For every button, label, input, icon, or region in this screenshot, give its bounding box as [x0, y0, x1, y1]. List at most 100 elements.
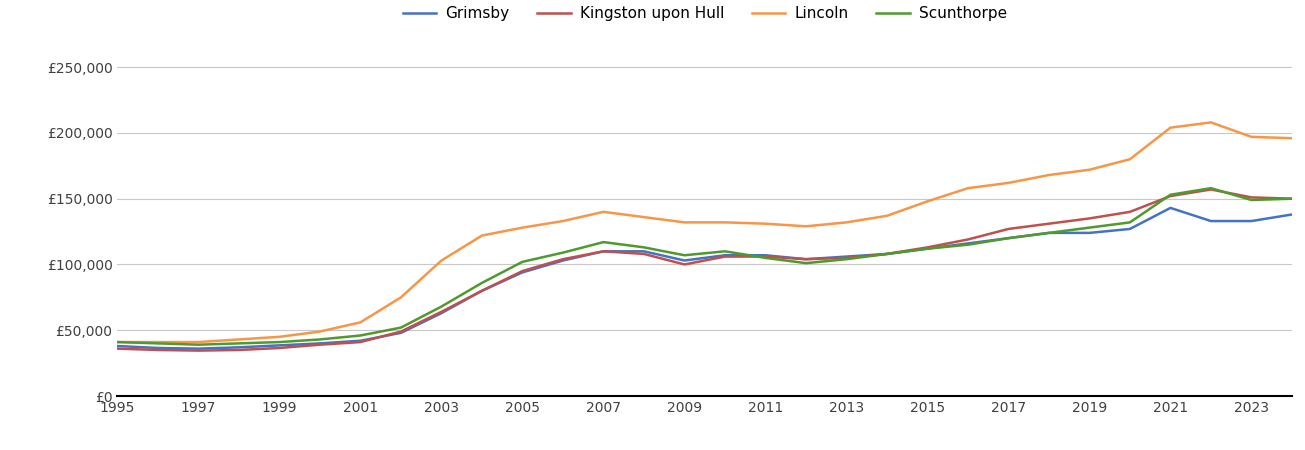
Lincoln — [433, 258, 449, 263]
Grimsby — [880, 251, 895, 256]
Grimsby — [1203, 218, 1219, 224]
Lincoln — [1244, 134, 1259, 140]
Grimsby — [758, 252, 774, 258]
Kingston upon Hull — [433, 309, 449, 315]
Lincoln — [920, 198, 936, 204]
Scunthorpe — [758, 255, 774, 261]
Lincoln — [718, 220, 733, 225]
Kingston upon Hull — [555, 256, 570, 262]
Kingston upon Hull — [514, 268, 530, 274]
Lincoln — [555, 218, 570, 224]
Kingston upon Hull — [920, 245, 936, 250]
Scunthorpe — [231, 341, 247, 346]
Scunthorpe — [960, 242, 976, 248]
Scunthorpe — [636, 245, 651, 250]
Lincoln — [636, 214, 651, 220]
Grimsby — [1041, 230, 1057, 236]
Kingston upon Hull — [110, 346, 125, 351]
Kingston upon Hull — [393, 329, 408, 334]
Lincoln — [839, 220, 855, 225]
Lincoln — [799, 224, 814, 229]
Lincoln — [1163, 125, 1178, 130]
Kingston upon Hull — [799, 256, 814, 262]
Grimsby — [231, 345, 247, 350]
Line: Lincoln: Lincoln — [117, 122, 1292, 342]
Grimsby — [595, 248, 611, 254]
Grimsby — [312, 341, 328, 346]
Grimsby — [433, 310, 449, 316]
Line: Scunthorpe: Scunthorpe — [117, 188, 1292, 345]
Grimsby — [1001, 235, 1017, 241]
Scunthorpe — [1203, 185, 1219, 191]
Scunthorpe — [1082, 225, 1098, 230]
Scunthorpe — [393, 325, 408, 330]
Lincoln — [880, 213, 895, 219]
Kingston upon Hull — [1041, 221, 1057, 226]
Scunthorpe — [880, 251, 895, 256]
Scunthorpe — [191, 342, 206, 347]
Lincoln — [271, 334, 287, 339]
Grimsby — [555, 258, 570, 263]
Kingston upon Hull — [1122, 209, 1138, 215]
Scunthorpe — [718, 248, 733, 254]
Grimsby — [1082, 230, 1098, 236]
Grimsby — [676, 258, 692, 263]
Grimsby — [191, 346, 206, 351]
Scunthorpe — [1284, 196, 1300, 202]
Scunthorpe — [555, 250, 570, 255]
Lincoln — [393, 295, 408, 300]
Kingston upon Hull — [191, 348, 206, 353]
Scunthorpe — [110, 339, 125, 345]
Lincoln — [474, 233, 489, 238]
Scunthorpe — [1041, 230, 1057, 236]
Grimsby — [150, 345, 166, 351]
Scunthorpe — [1122, 220, 1138, 225]
Lincoln — [676, 220, 692, 225]
Kingston upon Hull — [595, 248, 611, 254]
Lincoln — [352, 320, 368, 325]
Grimsby — [271, 342, 287, 348]
Scunthorpe — [920, 246, 936, 252]
Scunthorpe — [150, 341, 166, 346]
Lincoln — [150, 339, 166, 345]
Kingston upon Hull — [839, 255, 855, 261]
Kingston upon Hull — [1244, 195, 1259, 200]
Grimsby — [474, 288, 489, 293]
Grimsby — [110, 343, 125, 349]
Kingston upon Hull — [960, 237, 976, 242]
Lincoln — [110, 339, 125, 345]
Grimsby — [393, 330, 408, 336]
Line: Grimsby: Grimsby — [117, 208, 1292, 349]
Kingston upon Hull — [312, 342, 328, 347]
Grimsby — [1244, 218, 1259, 224]
Kingston upon Hull — [758, 254, 774, 259]
Kingston upon Hull — [718, 254, 733, 259]
Lincoln — [231, 337, 247, 342]
Grimsby — [920, 246, 936, 252]
Scunthorpe — [1244, 197, 1259, 202]
Kingston upon Hull — [676, 262, 692, 267]
Grimsby — [636, 248, 651, 254]
Scunthorpe — [514, 259, 530, 265]
Kingston upon Hull — [271, 345, 287, 351]
Kingston upon Hull — [1203, 187, 1219, 192]
Grimsby — [1284, 212, 1300, 217]
Grimsby — [799, 256, 814, 262]
Scunthorpe — [1001, 235, 1017, 241]
Kingston upon Hull — [1082, 216, 1098, 221]
Scunthorpe — [312, 337, 328, 342]
Kingston upon Hull — [636, 251, 651, 256]
Lincoln — [1041, 172, 1057, 178]
Lincoln — [514, 225, 530, 230]
Legend: Grimsby, Kingston upon Hull, Lincoln, Scunthorpe: Grimsby, Kingston upon Hull, Lincoln, Sc… — [397, 0, 1013, 27]
Kingston upon Hull — [150, 347, 166, 353]
Line: Kingston upon Hull: Kingston upon Hull — [117, 189, 1292, 351]
Grimsby — [960, 241, 976, 246]
Grimsby — [352, 338, 368, 343]
Lincoln — [1284, 135, 1300, 141]
Scunthorpe — [474, 280, 489, 286]
Kingston upon Hull — [1163, 194, 1178, 199]
Grimsby — [839, 254, 855, 259]
Kingston upon Hull — [352, 339, 368, 345]
Scunthorpe — [1163, 192, 1178, 198]
